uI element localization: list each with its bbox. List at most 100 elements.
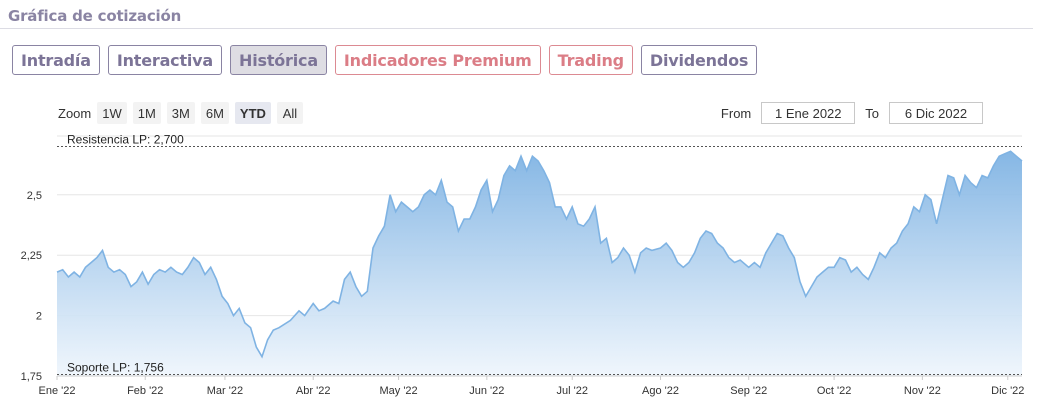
data-point	[130, 286, 131, 287]
y-axis: 1,75 2 2,25 2,5	[21, 190, 42, 383]
data-point	[885, 257, 886, 258]
x-tick-label: Jun '22	[469, 385, 504, 397]
data-point	[278, 327, 279, 328]
x-tick-label: Jul '22	[557, 385, 588, 397]
data-point	[384, 226, 385, 227]
data-point	[350, 272, 351, 273]
price-line	[56, 150, 1023, 359]
data-point	[108, 267, 109, 268]
data-point	[290, 320, 291, 321]
data-point	[532, 156, 533, 157]
tab-historica[interactable]: Histórica	[230, 45, 327, 75]
data-point	[318, 310, 319, 311]
y-tick-label: 2,5	[27, 190, 42, 202]
data-point	[125, 274, 126, 275]
data-point	[965, 175, 966, 176]
data-point	[688, 262, 689, 263]
y-tick-label: 1,75	[21, 371, 42, 383]
data-point	[187, 267, 188, 268]
data-point	[515, 170, 516, 171]
zoom-1w-button[interactable]: 1W	[97, 102, 127, 124]
data-point	[936, 223, 937, 224]
data-point	[671, 250, 672, 251]
data-point	[424, 194, 425, 195]
data-point	[711, 233, 712, 234]
data-point	[760, 267, 761, 268]
data-point	[498, 199, 499, 200]
tab-trading[interactable]: Trading	[548, 45, 633, 75]
from-date-input[interactable]: 1 Ene 2022	[761, 102, 856, 124]
data-point	[509, 165, 510, 166]
data-point	[646, 247, 647, 248]
data-point	[623, 247, 624, 248]
x-tick-label: Mar '22	[207, 385, 243, 397]
data-point	[617, 257, 618, 258]
data-point	[165, 272, 166, 273]
data-point	[407, 206, 408, 207]
data-point	[896, 243, 897, 244]
data-point	[919, 211, 920, 212]
data-point	[982, 175, 983, 176]
data-point	[930, 199, 931, 200]
section-title: Gráfica de cotización	[8, 7, 182, 25]
data-point	[298, 310, 299, 311]
data-point	[839, 257, 840, 258]
data-point	[777, 233, 778, 234]
data-point	[640, 252, 641, 253]
date-range-selector: From 1 Ene 2022 To 6 Dic 2022	[721, 101, 983, 125]
data-point	[113, 272, 114, 273]
data-point	[464, 218, 465, 219]
from-label: From	[720, 105, 752, 121]
zoom-all-button[interactable]: All	[276, 102, 303, 124]
data-point	[1010, 151, 1011, 152]
data-point	[634, 272, 635, 273]
tab-indicadores-premium[interactable]: Indicadores Premium	[334, 45, 541, 75]
x-tick-label: Ago '22	[642, 385, 679, 397]
data-point	[788, 247, 789, 248]
data-point	[492, 211, 493, 212]
data-point	[754, 262, 755, 263]
data-point	[717, 243, 718, 244]
data-point	[987, 177, 988, 178]
data-point	[273, 330, 274, 331]
data-point	[446, 202, 447, 203]
data-point	[239, 308, 240, 309]
data-point	[79, 276, 80, 277]
data-point	[361, 296, 362, 297]
data-point	[216, 279, 217, 280]
x-tick-label: Abr '22	[296, 385, 331, 397]
data-point	[233, 315, 234, 316]
data-point	[102, 250, 103, 251]
x-tick-label: May '22	[379, 385, 417, 397]
data-point	[683, 267, 684, 268]
data-point	[56, 272, 57, 273]
data-point	[256, 346, 257, 347]
data-point	[845, 259, 846, 260]
data-point	[355, 286, 356, 287]
data-point	[891, 247, 892, 248]
data-point	[959, 194, 960, 195]
zoom-3m-button[interactable]: 3M	[166, 102, 195, 124]
data-point	[458, 230, 459, 231]
y-tick-label: 2	[36, 311, 42, 323]
zoom-ytd-button[interactable]: YTD	[234, 102, 271, 124]
data-point	[475, 206, 476, 207]
data-point	[660, 247, 661, 248]
data-point	[851, 272, 852, 273]
data-point	[822, 272, 823, 273]
data-point	[136, 281, 137, 282]
tab-dividendos[interactable]: Dividendos	[640, 45, 758, 75]
data-point	[782, 235, 783, 236]
zoom-selector: Zoom 1W 1M 3M 6M YTD All	[58, 101, 309, 125]
data-point	[666, 243, 667, 244]
data-point	[412, 211, 413, 212]
data-point	[728, 257, 729, 258]
zoom-6m-button[interactable]: 6M	[200, 102, 229, 124]
tab-interactiva[interactable]: Interactiva	[107, 45, 223, 75]
data-point	[481, 189, 482, 190]
data-point	[333, 301, 334, 302]
zoom-1m-button[interactable]: 1M	[132, 102, 161, 124]
tab-intradia[interactable]: Intradía	[12, 45, 100, 75]
data-point	[794, 257, 795, 258]
to-date-input[interactable]: 6 Dic 2022	[889, 102, 983, 124]
